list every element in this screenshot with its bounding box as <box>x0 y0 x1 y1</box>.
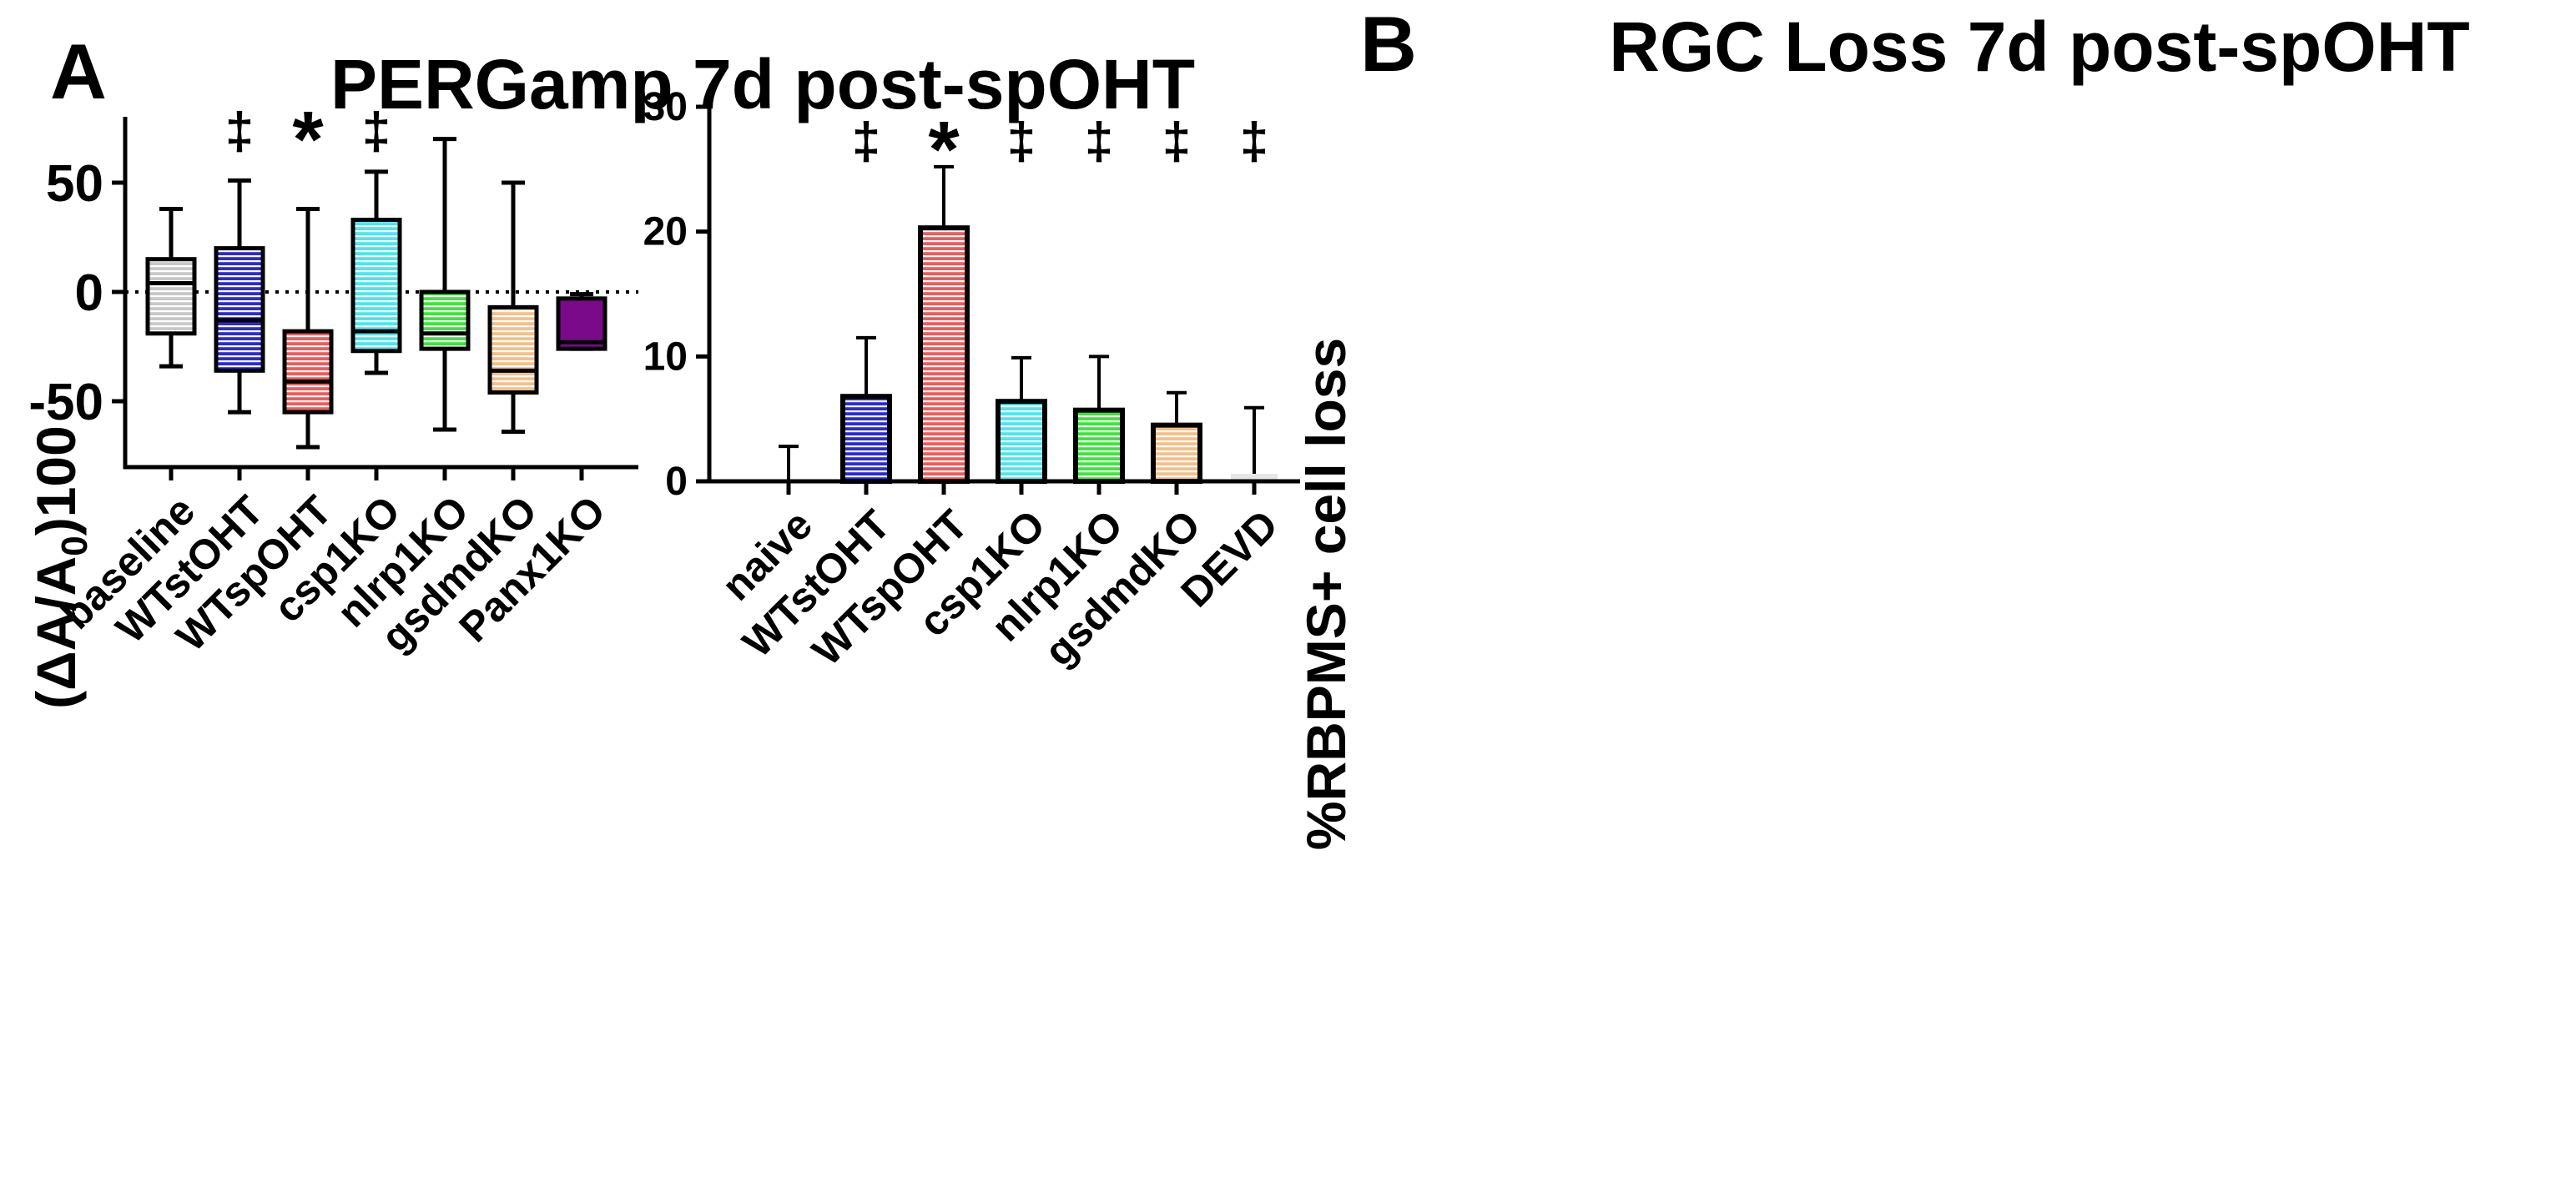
box-gsdmdKO <box>487 180 539 435</box>
bar-DEVD <box>1231 405 1278 481</box>
panel-a-y-tick-label: -50 <box>28 374 103 431</box>
significance-dagger: ‡ <box>225 103 254 160</box>
bar-WTspOHT <box>918 164 970 484</box>
box-stripes <box>490 307 537 393</box>
panel-a-y-axis-label: (ΔA/A0)100 <box>25 425 95 709</box>
box-outline <box>419 289 471 351</box>
panel-a-letter: A <box>50 28 107 115</box>
box-WTspOHT <box>282 206 334 450</box>
significance-star: * <box>928 105 960 194</box>
significance-dagger: ‡ <box>362 103 391 160</box>
significance-dagger: ‡ <box>1240 113 1268 170</box>
bar-fill <box>1231 474 1278 481</box>
panel-a-y-tick-label: 50 <box>46 155 103 213</box>
bar-naive <box>779 445 799 481</box>
significance-dagger: ‡ <box>1007 113 1036 170</box>
panel-b-letter: B <box>1360 0 1417 88</box>
panel-a-y-ticks: 50 0 -50 <box>28 155 125 431</box>
panel-a-y-label-post: )100 <box>25 425 87 536</box>
panel-a-x-labels: baselineWTstOHTWTspOHTcsp1KOnlrp1KOgsdmd… <box>53 467 614 661</box>
significance-dagger: ‡ <box>852 113 880 170</box>
panel-a-boxes <box>145 137 607 450</box>
bar-csp1KO <box>996 355 1047 485</box>
bar-WTstOHT <box>840 335 892 484</box>
panel-b-y-tick-label: 10 <box>643 334 688 379</box>
bar-gsdmdKO <box>1151 390 1202 484</box>
box-stripes <box>216 248 263 371</box>
bar-stripes <box>843 396 890 481</box>
panel-b-y-tick-label: 20 <box>643 210 688 254</box>
panel-b-x-labels: naiveWTstOHTWTspOHTcsp1KOnlrp1KOgsdmdKOD… <box>713 481 1287 675</box>
box-outline <box>487 304 539 395</box>
box-Panx1KO <box>556 292 607 351</box>
panel-b-bars <box>779 164 1278 485</box>
box-outline <box>556 296 607 351</box>
panel-a-y-label-sub: 0 <box>54 536 95 556</box>
significance-star: * <box>292 95 324 184</box>
bar-stripes <box>1076 410 1122 481</box>
panel-b-y-tick-label: 0 <box>665 460 688 504</box>
panel-b-title: RGC Loss 7d post-spOHT <box>1609 8 2469 86</box>
panel-b-y-tick-label: 30 <box>643 85 688 129</box>
box-stripes <box>421 292 468 350</box>
box-outline <box>282 329 334 415</box>
box-WTstOHT <box>214 178 265 415</box>
panel-b-axes <box>707 107 1300 484</box>
bar-nlrp1KO <box>1073 355 1125 484</box>
bar-stripes <box>920 228 967 481</box>
box-csp1KO <box>350 169 402 375</box>
box-outline <box>350 218 402 354</box>
box-nlrp1KO <box>419 137 471 432</box>
significance-dagger: ‡ <box>1085 113 1113 170</box>
significance-dagger: ‡ <box>1162 113 1191 170</box>
panel-a-y-tick-label: 0 <box>75 264 103 322</box>
box-stripes <box>285 331 331 413</box>
panel-b-significance-marks: ‡ * ‡ ‡ ‡ ‡ <box>852 105 1268 194</box>
panel-b-y-ticks: 0 10 20 30 <box>643 85 709 504</box>
box-outline <box>145 257 197 336</box>
panel-b: B RGC Loss 7d post-spOHT %RBPMS+ cell lo… <box>643 0 2470 850</box>
bar-stripes <box>1153 425 1200 481</box>
box-stripes <box>353 219 400 351</box>
panel-a-y-label-pre: (ΔA/A <box>25 556 87 709</box>
bar-stripes <box>998 401 1045 481</box>
box-outline <box>214 246 265 373</box>
panel-a-title: PERGamp 7d post-spOHT <box>330 45 1195 123</box>
panel-a-significance-marks: ‡ * ‡ <box>225 95 391 184</box>
panel-b-y-axis-label: %RBPMS+ cell loss <box>1295 338 1357 850</box>
box-stripes <box>148 259 194 334</box>
box-baseline <box>145 206 197 369</box>
